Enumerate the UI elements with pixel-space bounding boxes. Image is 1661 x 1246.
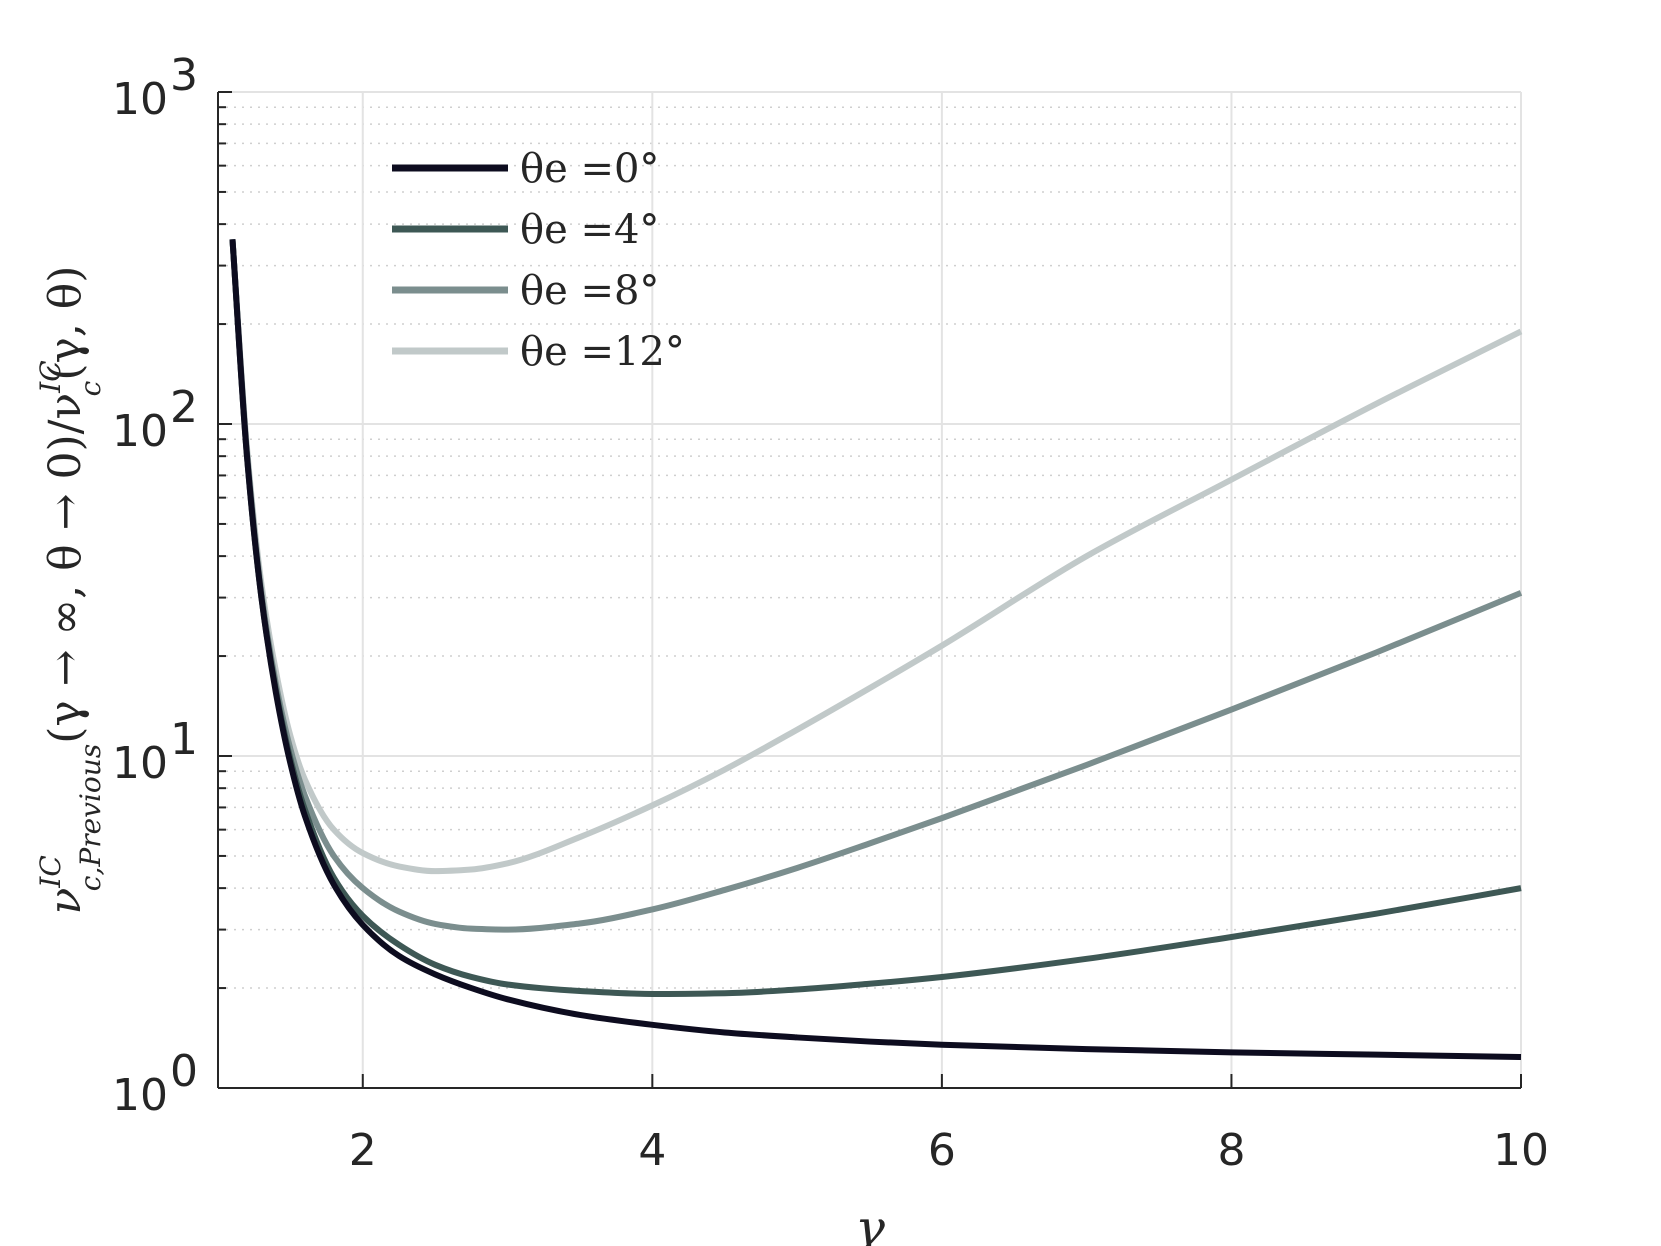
legend-label: θe =0° (520, 146, 659, 192)
x-tick-labels: 2 4 6 8 10 (349, 1125, 1549, 1176)
legend-label: θe =12° (520, 329, 685, 375)
y-axis-label: νIC c,Previous(γ → ∞, θ → 0)/νIC c(γ, θ) (34, 266, 107, 915)
x-tick-label: 4 (638, 1125, 666, 1176)
axes (217, 91, 1522, 1089)
y-tick-label-exponent: 0 (170, 1046, 198, 1097)
y-tick-label-exponent: 3 (170, 50, 198, 101)
x-axis-label: γ (855, 1199, 885, 1246)
y-tick-label-exponent: 1 (170, 714, 198, 765)
series-lines (229, 239, 1523, 1060)
y-tick-label: 10 (112, 738, 168, 789)
x-tick-label: 2 (349, 1125, 377, 1176)
legend-label: θe =4° (520, 207, 659, 253)
legend-label: θe =8° (520, 268, 659, 314)
series-line (229, 239, 1522, 1060)
y-tick-label-exponent: 2 (170, 382, 198, 433)
x-tick-label: 6 (928, 1125, 956, 1176)
y-tick-label: 10 (112, 406, 168, 457)
y-tick-label: 10 (112, 1070, 168, 1121)
legend: θe =0° θe =4° θe =8° θe =12° (392, 146, 685, 375)
plot-area (218, 92, 1521, 1088)
x-tick-label: 8 (1217, 1125, 1245, 1176)
y-tick-label: 10 (112, 74, 168, 125)
x-tick-label: 10 (1493, 1125, 1549, 1176)
